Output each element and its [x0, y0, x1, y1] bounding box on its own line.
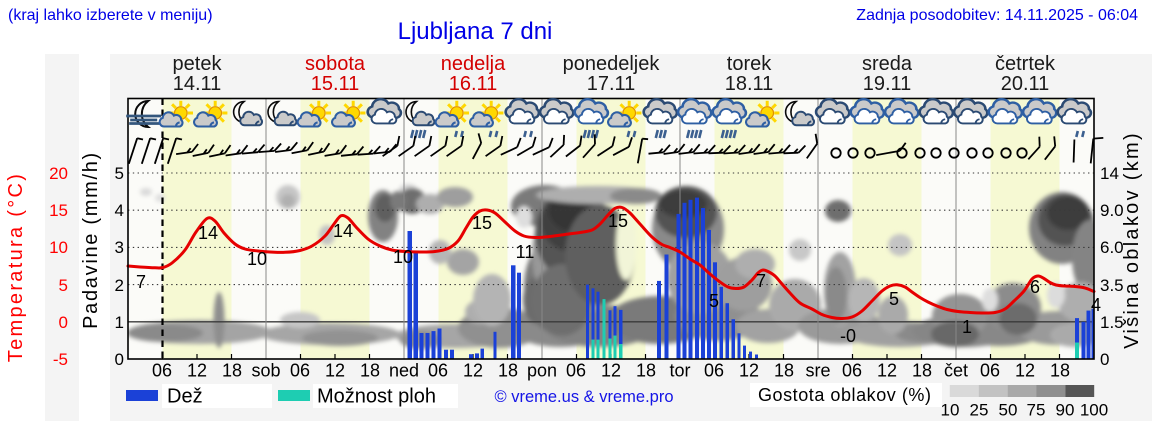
svg-text:7: 7 — [756, 271, 766, 291]
svg-text:0: 0 — [115, 350, 124, 369]
svg-text:ned: ned — [389, 361, 419, 381]
svg-text:sobota: sobota — [305, 53, 366, 75]
svg-text:20.11: 20.11 — [1001, 73, 1050, 95]
svg-text:25: 25 — [970, 401, 989, 420]
svg-text:06: 06 — [566, 361, 586, 381]
svg-text:5: 5 — [889, 289, 899, 309]
svg-text:četrtek: četrtek — [995, 53, 1056, 75]
svg-text:4: 4 — [115, 201, 124, 220]
svg-text:Dež: Dež — [167, 386, 203, 408]
svg-text:20: 20 — [49, 164, 68, 183]
svg-text:1: 1 — [115, 313, 124, 332]
svg-text:sre: sre — [805, 361, 830, 381]
svg-text:1.5: 1.5 — [1100, 313, 1124, 332]
svg-text:6: 6 — [1030, 277, 1040, 297]
svg-text:5: 5 — [59, 276, 68, 295]
svg-text:14: 14 — [198, 223, 218, 243]
svg-text:petek: petek — [173, 53, 223, 75]
svg-text:50: 50 — [999, 401, 1018, 420]
svg-text:12: 12 — [463, 361, 483, 381]
svg-text:čet: čet — [944, 361, 968, 381]
svg-text:10: 10 — [393, 247, 413, 267]
svg-text:12: 12 — [877, 361, 897, 381]
svg-text:Padavine (mm/h): Padavine (mm/h) — [80, 151, 102, 329]
svg-text:18: 18 — [774, 361, 794, 381]
svg-text:15: 15 — [49, 201, 68, 220]
svg-text:3.5: 3.5 — [1100, 276, 1124, 295]
svg-text:06: 06 — [428, 361, 448, 381]
svg-text:4: 4 — [1091, 295, 1101, 315]
svg-text:06: 06 — [842, 361, 862, 381]
svg-text:Višina oblakov (km): Višina oblakov (km) — [1121, 131, 1143, 349]
svg-text:-0: -0 — [840, 326, 856, 346]
svg-text:nedelja: nedelja — [441, 53, 506, 75]
svg-text:0: 0 — [1100, 350, 1109, 369]
svg-text:14: 14 — [333, 221, 353, 241]
svg-text:10: 10 — [247, 249, 267, 269]
svg-text:18: 18 — [1050, 361, 1070, 381]
svg-text:10: 10 — [941, 401, 960, 420]
svg-text:18: 18 — [636, 361, 656, 381]
svg-text:12: 12 — [601, 361, 621, 381]
svg-text:6.0: 6.0 — [1100, 238, 1124, 257]
svg-text:12: 12 — [187, 361, 207, 381]
svg-text:12: 12 — [325, 361, 345, 381]
svg-text:sreda: sreda — [862, 53, 913, 75]
svg-text:06: 06 — [290, 361, 310, 381]
svg-text:-5: -5 — [53, 350, 68, 369]
svg-text:18: 18 — [912, 361, 932, 381]
svg-text:14: 14 — [1100, 164, 1119, 183]
svg-text:18.11: 18.11 — [725, 73, 774, 95]
svg-text:torek: torek — [727, 53, 772, 75]
svg-text:5: 5 — [709, 291, 719, 311]
svg-text:19.11: 19.11 — [863, 73, 912, 95]
svg-text:11: 11 — [516, 242, 535, 262]
svg-text:15.11: 15.11 — [311, 73, 360, 95]
svg-text:Temperatura (°C): Temperatura (°C) — [5, 172, 27, 362]
svg-text:1: 1 — [962, 317, 972, 337]
svg-text:sob: sob — [251, 361, 280, 381]
svg-text:Možnost ploh: Možnost ploh — [317, 386, 436, 408]
svg-text:12: 12 — [1015, 361, 1035, 381]
svg-text:15: 15 — [608, 211, 628, 231]
svg-text:18: 18 — [222, 361, 242, 381]
svg-text:Gostota oblakov (%): Gostota oblakov (%) — [758, 385, 932, 405]
svg-text:06: 06 — [704, 361, 724, 381]
svg-text:3: 3 — [115, 238, 124, 257]
svg-text:15: 15 — [472, 213, 492, 233]
svg-text:90: 90 — [1056, 401, 1075, 420]
svg-text:ponedeljek: ponedeljek — [563, 53, 661, 75]
svg-text:18: 18 — [498, 361, 518, 381]
svg-text:06: 06 — [152, 361, 172, 381]
svg-text:12: 12 — [739, 361, 759, 381]
svg-text:tor: tor — [669, 361, 690, 381]
svg-text:100: 100 — [1080, 401, 1108, 420]
svg-text:10: 10 — [49, 238, 68, 257]
svg-text:14.11: 14.11 — [173, 73, 222, 95]
svg-text:06: 06 — [980, 361, 1000, 381]
svg-text:5: 5 — [115, 164, 124, 183]
svg-text:pon: pon — [527, 361, 557, 381]
svg-text:2: 2 — [115, 276, 124, 295]
svg-text:17.11: 17.11 — [587, 73, 636, 95]
svg-text:16.11: 16.11 — [449, 73, 498, 95]
svg-text:© vreme.us & vreme.pro: © vreme.us & vreme.pro — [494, 388, 673, 406]
svg-text:9.0: 9.0 — [1100, 201, 1124, 220]
svg-text:7: 7 — [136, 272, 146, 292]
svg-text:0: 0 — [59, 313, 68, 332]
svg-text:75: 75 — [1027, 401, 1046, 420]
svg-text:18: 18 — [360, 361, 380, 381]
